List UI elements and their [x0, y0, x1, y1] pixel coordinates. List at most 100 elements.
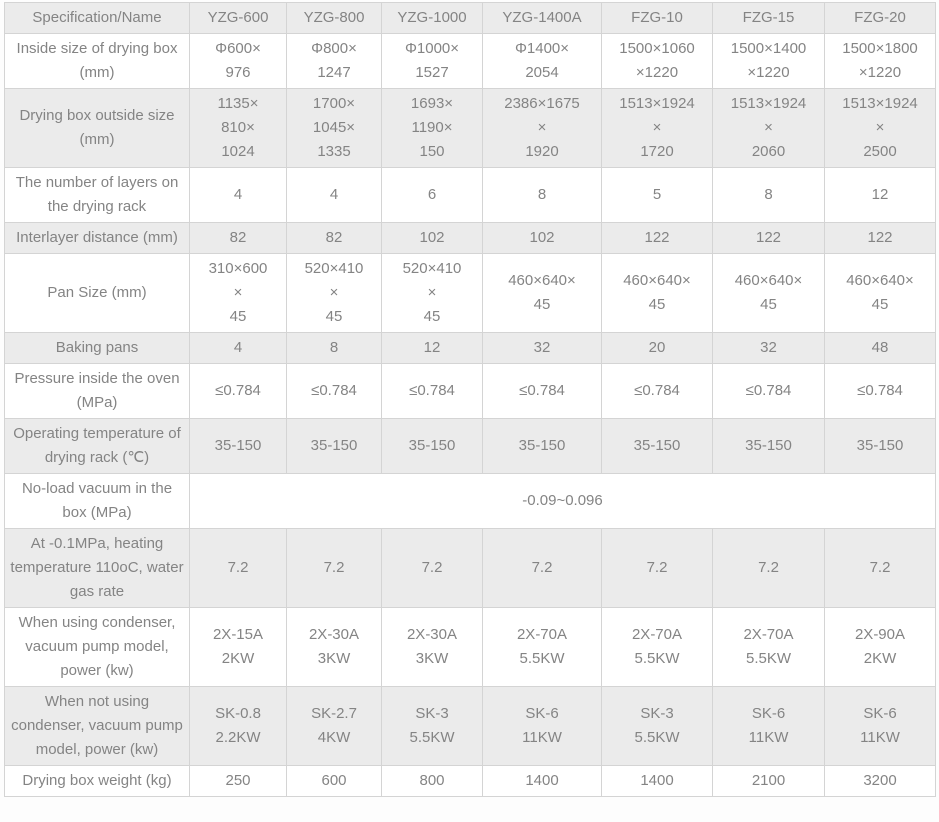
spec-value-cell: 35-150	[601, 418, 713, 474]
table-row: Pan Size (mm) 310×600 × 45 520×410 × 45 …	[4, 253, 936, 333]
spec-value-cell: 7.2	[286, 528, 382, 608]
spec-label-cell: The number of layers on the drying rack	[4, 167, 190, 223]
spec-value-cell: 2386×1675 × 1920	[482, 88, 602, 168]
spec-value-cell: SK-3 5.5KW	[601, 686, 713, 766]
spec-value-cell: 2X-70A 5.5KW	[482, 607, 602, 687]
spec-merged-value-cell: -0.09~0.096	[189, 473, 936, 529]
header-cell-model: FZG-10	[601, 2, 713, 34]
table-row: Drying box weight (kg) 250 600 800 1400 …	[4, 765, 936, 797]
spec-value-cell: 35-150	[381, 418, 483, 474]
spec-value-cell: 600	[286, 765, 382, 797]
table-row: Pressure inside the oven (MPa) ≤0.784 ≤0…	[4, 363, 936, 419]
table-row: No-load vacuum in the box (MPa) -0.09~0.…	[4, 473, 936, 529]
table-row: At -0.1MPa, heating temperature 110oC, w…	[4, 528, 936, 608]
spec-value-cell: 4	[189, 167, 287, 223]
spec-value-cell: 32	[712, 332, 825, 364]
spec-value-cell: ≤0.784	[189, 363, 287, 419]
spec-value-cell: SK-0.8 2.2KW	[189, 686, 287, 766]
spec-value-cell: Φ600× 976	[189, 33, 287, 89]
spec-value-cell: 460×640× 45	[712, 253, 825, 333]
spec-value-cell: 2X-70A 5.5KW	[601, 607, 713, 687]
spec-label-cell: Pressure inside the oven (MPa)	[4, 363, 190, 419]
spec-value-cell: 1500×1800 ×1220	[824, 33, 936, 89]
spec-value-cell: 12	[824, 167, 936, 223]
spec-value-cell: 82	[286, 222, 382, 254]
spec-value-cell: 3200	[824, 765, 936, 797]
spec-value-cell: 35-150	[189, 418, 287, 474]
spec-value-cell: 1400	[482, 765, 602, 797]
header-cell-model: FZG-20	[824, 2, 936, 34]
spec-label-cell: Pan Size (mm)	[4, 253, 190, 333]
spec-value-cell: 2X-15A 2KW	[189, 607, 287, 687]
spec-value-cell: 122	[601, 222, 713, 254]
spec-value-cell: 1400	[601, 765, 713, 797]
spec-value-cell: 520×410 × 45	[381, 253, 483, 333]
spec-value-cell: 460×640× 45	[824, 253, 936, 333]
spec-value-cell: 2X-70A 5.5KW	[712, 607, 825, 687]
spec-value-cell: 1513×1924 × 2500	[824, 88, 936, 168]
spec-value-cell: 1500×1060 ×1220	[601, 33, 713, 89]
spec-value-cell: 35-150	[482, 418, 602, 474]
table-row: Baking pans 4 8 12 32 20 32 48	[4, 332, 936, 364]
spec-value-cell: SK-6 11KW	[824, 686, 936, 766]
spec-label-cell: Drying box weight (kg)	[4, 765, 190, 797]
spec-value-cell: SK-6 11KW	[482, 686, 602, 766]
table-row: Drying box outside size (mm) 1135× 810× …	[4, 88, 936, 168]
spec-label-cell: Operating temperature of drying rack (℃)	[4, 418, 190, 474]
spec-value-cell: 6	[381, 167, 483, 223]
spec-table-container: Specification/Name YZG-600 YZG-800 YZG-1…	[4, 2, 936, 797]
spec-label-cell: When not using condenser, vacuum pump mo…	[4, 686, 190, 766]
header-cell-model: YZG-600	[189, 2, 287, 34]
spec-value-cell: 122	[824, 222, 936, 254]
spec-value-cell: 800	[381, 765, 483, 797]
spec-value-cell: 1513×1924 × 2060	[712, 88, 825, 168]
spec-value-cell: 460×640× 45	[601, 253, 713, 333]
spec-value-cell: 520×410 × 45	[286, 253, 382, 333]
spec-value-cell: 7.2	[712, 528, 825, 608]
spec-value-cell: 35-150	[286, 418, 382, 474]
spec-value-cell: 102	[482, 222, 602, 254]
spec-value-cell: 4	[286, 167, 382, 223]
specification-table: Specification/Name YZG-600 YZG-800 YZG-1…	[4, 2, 936, 797]
header-cell-spec: Specification/Name	[4, 2, 190, 34]
spec-value-cell: 8	[482, 167, 602, 223]
spec-label-cell: Inside size of drying box (mm)	[4, 33, 190, 89]
spec-value-cell: 102	[381, 222, 483, 254]
spec-value-cell: 2X-30A 3KW	[286, 607, 382, 687]
spec-value-cell: SK-6 11KW	[712, 686, 825, 766]
spec-value-cell: 7.2	[189, 528, 287, 608]
table-row: When not using condenser, vacuum pump mo…	[4, 686, 936, 766]
spec-value-cell: 2X-30A 3KW	[381, 607, 483, 687]
spec-value-cell: 8	[286, 332, 382, 364]
spec-value-cell: 32	[482, 332, 602, 364]
spec-value-cell: Φ1000× 1527	[381, 33, 483, 89]
spec-value-cell: 4	[189, 332, 287, 364]
spec-value-cell: Φ800× 1247	[286, 33, 382, 89]
spec-value-cell: 20	[601, 332, 713, 364]
spec-value-cell: 8	[712, 167, 825, 223]
spec-label-cell: No-load vacuum in the box (MPa)	[4, 473, 190, 529]
spec-label-cell: At -0.1MPa, heating temperature 110oC, w…	[4, 528, 190, 608]
spec-value-cell: 48	[824, 332, 936, 364]
spec-value-cell: 12	[381, 332, 483, 364]
table-row: When using condenser, vacuum pump model,…	[4, 607, 936, 687]
spec-value-cell: 1700× 1045× 1335	[286, 88, 382, 168]
spec-label-cell: When using condenser, vacuum pump model,…	[4, 607, 190, 687]
spec-value-cell: 1500×1400 ×1220	[712, 33, 825, 89]
spec-value-cell: 1693× 1190× 150	[381, 88, 483, 168]
spec-value-cell: ≤0.784	[482, 363, 602, 419]
spec-value-cell: 250	[189, 765, 287, 797]
table-row: Interlayer distance (mm) 82 82 102 102 1…	[4, 222, 936, 254]
header-cell-model: YZG-1400A	[482, 2, 602, 34]
spec-value-cell: 35-150	[712, 418, 825, 474]
table-row: The number of layers on the drying rack …	[4, 167, 936, 223]
spec-value-cell: 2X-90A 2KW	[824, 607, 936, 687]
spec-value-cell: ≤0.784	[286, 363, 382, 419]
spec-value-cell: ≤0.784	[712, 363, 825, 419]
spec-value-cell: SK-2.7 4KW	[286, 686, 382, 766]
spec-value-cell: 82	[189, 222, 287, 254]
spec-value-cell: 122	[712, 222, 825, 254]
spec-label-cell: Drying box outside size (mm)	[4, 88, 190, 168]
spec-value-cell: ≤0.784	[824, 363, 936, 419]
spec-value-cell: ≤0.784	[381, 363, 483, 419]
